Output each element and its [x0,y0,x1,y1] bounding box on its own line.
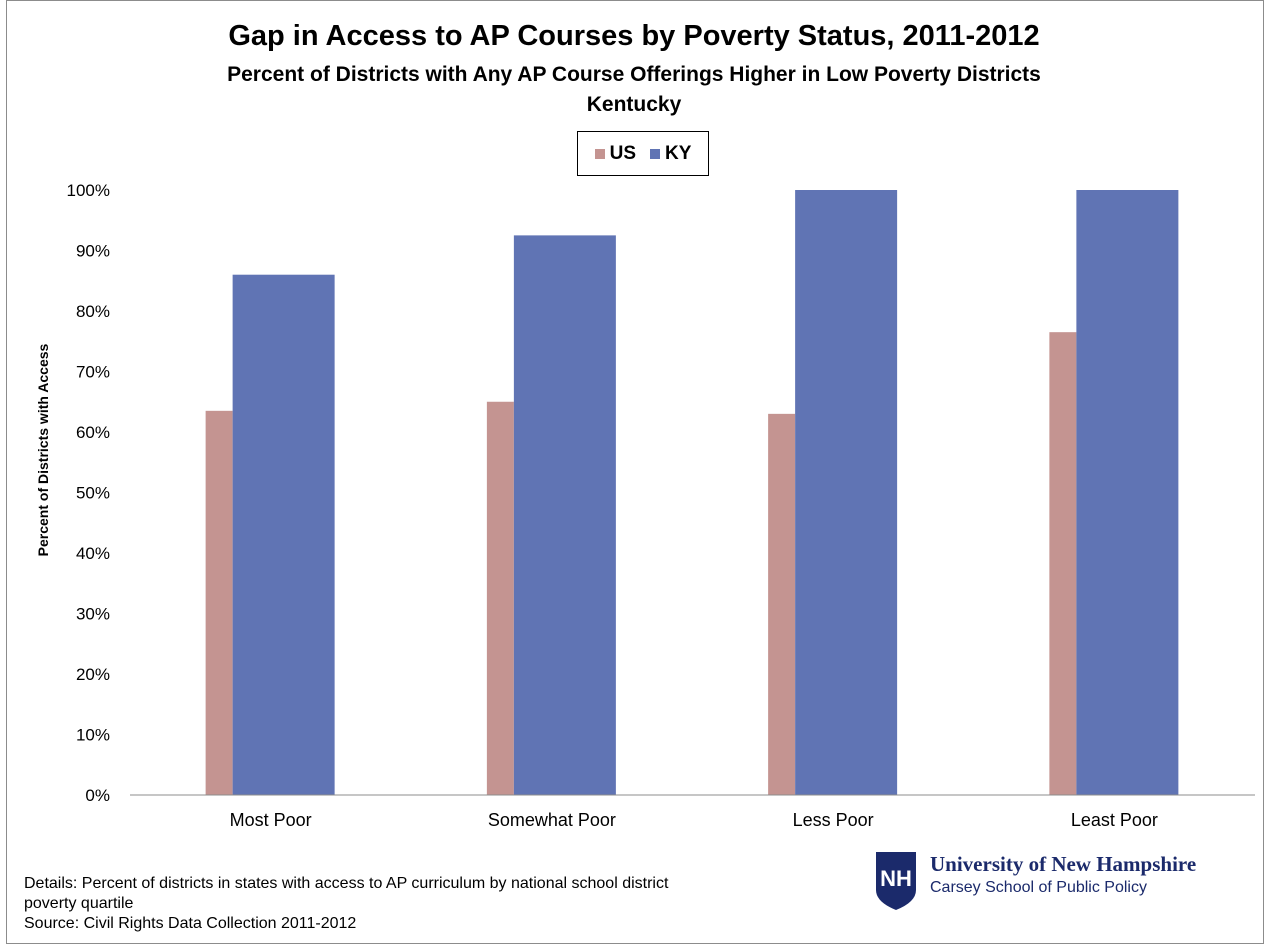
y-tick-label: 10% [76,726,110,745]
y-tick-label: 90% [76,242,110,261]
unh-logo: NH University of New Hampshire Carsey Sc… [874,850,1196,912]
logo-initials: NH [880,866,912,891]
legend: US KY [577,131,709,176]
y-tick-label: 100% [67,181,110,200]
bar-ky [513,235,616,795]
y-tick-label: 30% [76,605,110,624]
legend-label-ky: KY [665,142,692,164]
y-tick-label: 80% [76,302,110,321]
x-tick-label: Most Poor [230,810,312,830]
y-tick-label: 0% [85,786,110,805]
x-tick-label: Less Poor [793,810,874,830]
legend-swatch-ky [650,148,660,159]
bar-us [205,410,233,795]
bar-us [1049,332,1077,795]
source-line: Source: Civil Rights Data Collection 201… [24,915,357,932]
details-line-2: poverty quartile [24,895,134,912]
bar-us [486,401,514,795]
logo-school-name: Carsey School of Public Policy [930,879,1147,896]
legend-label-us: US [609,142,636,164]
y-tick-label: 20% [76,665,110,684]
chart-subtitle-state: Kentucky [586,93,682,116]
chart-subtitle: Percent of Districts with Any AP Course … [227,63,1041,86]
legend-item-ky: KY [650,143,691,165]
y-tick-label: 50% [76,484,110,503]
x-tick-label: Least Poor [1071,810,1158,830]
y-tick-label: 40% [76,544,110,563]
chart-title: Gap in Access to AP Courses by Poverty S… [228,20,1040,52]
bar-ky [232,274,335,795]
footer-notes: Details: Percent of districts in states … [24,874,824,934]
bar-ky [795,190,898,795]
y-tick-label: 60% [76,423,110,442]
bar-us [768,413,796,795]
details-line-1: Details: Percent of districts in states … [24,875,669,892]
logo-university-name: University of New Hampshire [930,852,1197,876]
legend-swatch-us [594,148,605,159]
unh-shield-icon: NH [876,852,916,910]
y-tick-label: 70% [76,363,110,382]
bar-ky [1076,190,1179,795]
x-tick-label: Somewhat Poor [488,810,616,830]
legend-item-us: US [594,142,636,165]
